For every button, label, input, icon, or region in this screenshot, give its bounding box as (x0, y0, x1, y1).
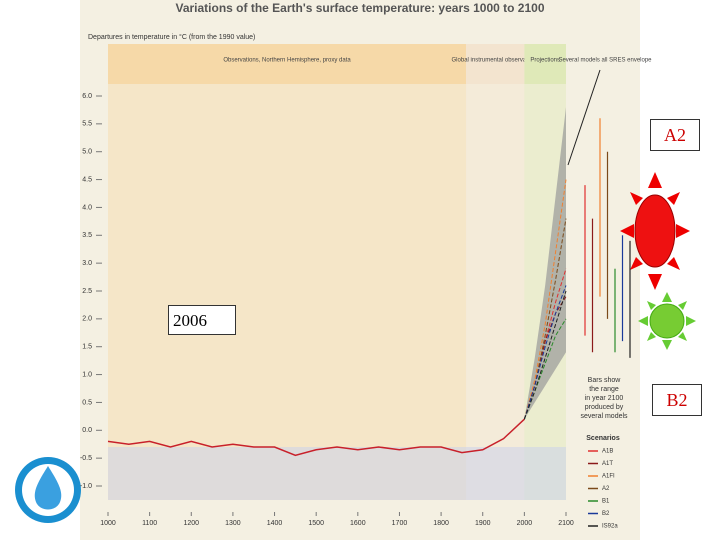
projection-line (523, 285, 567, 420)
y-tick-label: 5.5 (82, 121, 92, 128)
year-box: 2006 (168, 305, 236, 335)
legend-label: IS92a (602, 524, 618, 530)
region-band (466, 84, 525, 500)
x-tick-label: 1500 (308, 520, 324, 527)
projection-line (523, 290, 567, 420)
region-label: Global instrumental observations (452, 58, 539, 64)
x-tick-label: 1300 (225, 520, 241, 527)
droplet-icon (15, 457, 81, 523)
y-tick-label: 1.0 (82, 371, 92, 378)
legend-label: A1B (602, 449, 613, 455)
region-header (108, 44, 467, 84)
y-tick-label: -0.5 (80, 455, 92, 462)
legend-label: A1T (602, 461, 613, 467)
region-label: Projections (530, 58, 560, 64)
x-tick-label: 1600 (350, 520, 366, 527)
envelope-label: Several models all SRES envelope (558, 58, 652, 64)
legend-label: A1FI (602, 474, 615, 480)
red-sun-icon (620, 172, 690, 290)
a2-label: A2 (650, 119, 700, 151)
x-tick-label: 1700 (392, 520, 408, 527)
projection-line (523, 179, 567, 420)
y-tick-label: 0.5 (82, 399, 92, 406)
y-tick-label: 0.0 (82, 427, 92, 434)
projection-line (523, 218, 567, 420)
bars-note: Bars show the range in year 2100 produced b… (580, 377, 628, 420)
x-tick-label: 1000 (100, 520, 116, 527)
observation-line (107, 418, 525, 457)
y-tick-label: 1.5 (82, 344, 92, 351)
legend-label: A2 (602, 486, 610, 492)
envelope-arrow (567, 69, 601, 166)
x-tick-label: 1100 (142, 520, 157, 527)
region-header (466, 44, 525, 84)
y-tick-label: 4.5 (82, 176, 92, 183)
y-tick-label: 3.0 (82, 260, 92, 267)
x-tick-label: 2100 (558, 520, 574, 527)
x-tick-label: 1400 (267, 520, 283, 527)
y-tick-label: 3.5 (82, 232, 92, 239)
x-tick-label: 1900 (475, 520, 491, 527)
x-tick-label: 1800 (433, 520, 449, 527)
y-tick-label: 5.0 (82, 149, 92, 156)
y-tick-label: 6.0 (82, 93, 92, 100)
region-label: Observations, Northern Hemisphere, proxy… (223, 58, 351, 64)
y-tick-label: -1.0 (80, 483, 92, 490)
green-sun-icon (638, 292, 696, 350)
y-tick-label: 2.5 (82, 288, 92, 295)
chart-title: Variations of the Earth's surface temper… (175, 1, 544, 15)
y-axis-label: Departures in temperature in °C (from th… (88, 33, 255, 41)
legend-label: B1 (602, 499, 610, 505)
y-tick-label: 2.0 (82, 316, 92, 323)
region-header (524, 44, 566, 84)
cold-band (108, 447, 566, 500)
legend-title: Scenarios (586, 435, 620, 442)
x-tick-label: 2000 (517, 520, 533, 527)
projection-line (523, 296, 567, 420)
x-tick-label: 1200 (183, 520, 199, 527)
b2-label: B2 (652, 384, 702, 416)
legend-label: B2 (602, 511, 610, 517)
envelope (524, 107, 566, 420)
region-band (108, 84, 467, 500)
y-tick-label: 4.0 (82, 204, 92, 211)
